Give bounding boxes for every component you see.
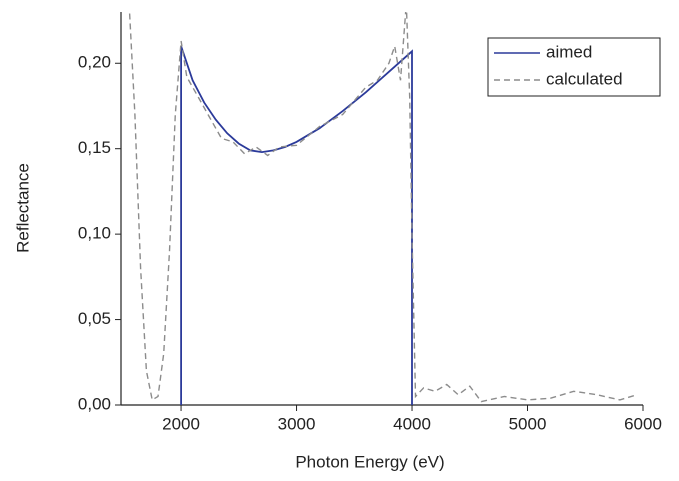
series-line: [128, 12, 638, 403]
series-line: [180, 45, 413, 405]
y-tick-label: 0,15: [78, 138, 111, 157]
x-tick-label: 6000: [624, 414, 662, 433]
x-tick-label: 2000: [162, 414, 200, 433]
legend-label: calculated: [546, 69, 623, 88]
x-tick-label: 4000: [393, 414, 431, 433]
y-tick-label: 0,10: [78, 224, 111, 243]
x-tick-label: 5000: [509, 414, 547, 433]
y-tick-label: 0,20: [78, 53, 111, 72]
y-tick-label: 0,05: [78, 309, 111, 328]
legend-box: [487, 37, 661, 97]
x-axis-label: Photon Energy (eV): [295, 452, 444, 471]
y-axis-label: Reflectance: [13, 163, 32, 253]
y-tick-label: 0,00: [78, 394, 111, 413]
legend-label: aimed: [546, 42, 592, 61]
x-tick-label: 3000: [278, 414, 316, 433]
plot-area: [128, 12, 638, 405]
